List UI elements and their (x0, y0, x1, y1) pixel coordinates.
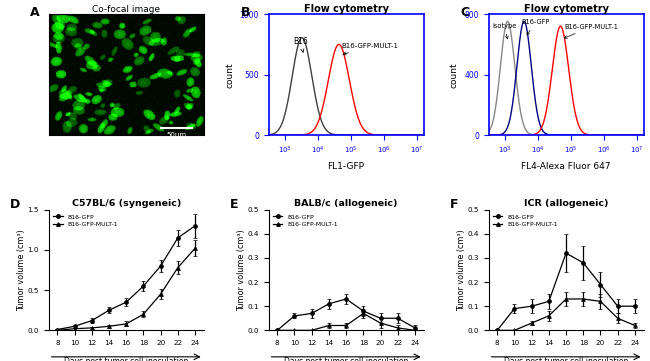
Y-axis label: Tumor volume (cm³): Tumor volume (cm³) (237, 229, 246, 311)
Text: B16-GFP: B16-GFP (521, 19, 550, 35)
Title: C57BL/6 (syngeneic): C57BL/6 (syngeneic) (72, 199, 181, 208)
Title: ICR (allogeneic): ICR (allogeneic) (524, 199, 608, 208)
Title: BALB/c (allogeneic): BALB/c (allogeneic) (294, 199, 398, 208)
Text: B: B (240, 6, 250, 19)
Text: A: A (30, 6, 40, 19)
Title: Co-focal image: Co-focal image (92, 5, 161, 14)
X-axis label: Days post tumor cell inoculation: Days post tumor cell inoculation (64, 357, 188, 361)
Text: B16: B16 (293, 37, 308, 52)
Text: 50μm: 50μm (167, 132, 187, 138)
Legend: B16-GFP, B16-GFP-MULT-1: B16-GFP, B16-GFP-MULT-1 (492, 213, 559, 228)
Y-axis label: count: count (225, 62, 234, 87)
Title: Flow cytometry: Flow cytometry (523, 4, 608, 14)
X-axis label: FL4-Alexa Fluor 647: FL4-Alexa Fluor 647 (521, 162, 611, 171)
Text: D: D (10, 198, 20, 211)
Text: C: C (461, 6, 470, 19)
Y-axis label: Tumor volume (cm³): Tumor volume (cm³) (457, 229, 466, 311)
Y-axis label: Tumor volume (cm³): Tumor volume (cm³) (17, 229, 26, 311)
Legend: B16-GFP, B16-GFP-MULT-1: B16-GFP, B16-GFP-MULT-1 (52, 213, 120, 228)
Text: F: F (450, 198, 458, 211)
Title: Flow cytometry: Flow cytometry (304, 4, 389, 14)
Text: B16-GFP-MULT-1: B16-GFP-MULT-1 (341, 43, 398, 55)
Text: E: E (230, 198, 239, 211)
Y-axis label: count: count (450, 62, 459, 87)
X-axis label: Days post tumor cell inoculation: Days post tumor cell inoculation (284, 357, 408, 361)
Legend: B16-GFP, B16-GFP-MULT-1: B16-GFP, B16-GFP-MULT-1 (272, 213, 339, 228)
Text: B16-GFP-MULT-1: B16-GFP-MULT-1 (564, 24, 618, 38)
X-axis label: Days post tumor cell inoculation: Days post tumor cell inoculation (504, 357, 629, 361)
X-axis label: FL1-GFP: FL1-GFP (328, 162, 365, 171)
Text: isotype: isotype (492, 23, 516, 39)
